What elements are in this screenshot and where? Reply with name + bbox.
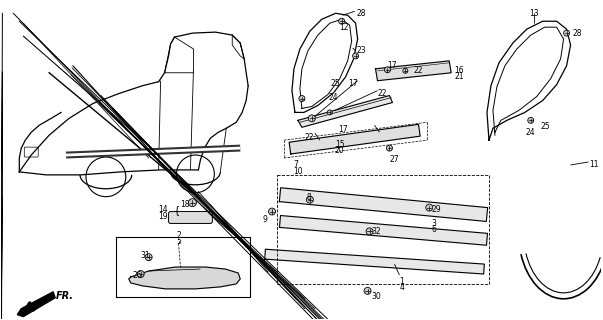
Circle shape	[339, 18, 345, 24]
Circle shape	[364, 287, 371, 294]
Circle shape	[387, 145, 393, 151]
Text: 13: 13	[529, 9, 538, 18]
Text: 26: 26	[133, 271, 142, 280]
Text: 2: 2	[176, 231, 181, 240]
Circle shape	[366, 228, 373, 235]
Polygon shape	[289, 124, 420, 154]
Text: 30: 30	[371, 292, 381, 301]
Circle shape	[268, 208, 276, 215]
Text: 1: 1	[399, 277, 404, 286]
Text: 22: 22	[377, 89, 387, 98]
Circle shape	[403, 68, 408, 73]
Text: 3: 3	[431, 220, 436, 228]
FancyBboxPatch shape	[24, 147, 38, 157]
Text: 15: 15	[335, 140, 344, 149]
Polygon shape	[279, 188, 488, 221]
Text: 18: 18	[180, 200, 190, 209]
Text: 23: 23	[356, 46, 366, 55]
Circle shape	[327, 110, 332, 115]
Text: $\mathregular{\{}$: $\mathregular{\{}$	[172, 204, 180, 219]
Text: 27: 27	[390, 155, 399, 164]
Text: 21: 21	[454, 72, 464, 81]
Polygon shape	[129, 267, 240, 289]
Text: 9: 9	[262, 214, 267, 224]
Text: 24: 24	[328, 92, 338, 101]
Text: 16: 16	[454, 66, 464, 75]
Text: 32: 32	[371, 228, 381, 236]
Text: 4: 4	[399, 283, 404, 292]
Text: 29: 29	[431, 204, 441, 214]
Text: 31: 31	[140, 251, 150, 260]
Text: 22: 22	[413, 66, 423, 75]
Polygon shape	[280, 216, 487, 245]
Text: 6: 6	[431, 225, 436, 235]
Text: 7: 7	[293, 160, 298, 169]
Polygon shape	[376, 61, 451, 81]
Text: 25: 25	[330, 79, 339, 88]
Text: 10: 10	[293, 167, 303, 176]
FancyBboxPatch shape	[169, 212, 212, 223]
Text: 17: 17	[388, 61, 397, 70]
Text: 14: 14	[158, 204, 168, 214]
Circle shape	[528, 117, 534, 123]
Text: 25: 25	[541, 122, 551, 131]
Text: 12: 12	[339, 23, 349, 32]
Polygon shape	[17, 292, 55, 316]
Text: 17: 17	[348, 79, 358, 88]
Circle shape	[137, 270, 144, 277]
Circle shape	[564, 30, 570, 36]
Text: 20: 20	[335, 146, 344, 155]
Text: FR.: FR.	[56, 291, 74, 301]
Polygon shape	[265, 249, 484, 274]
Circle shape	[385, 67, 391, 73]
Circle shape	[426, 204, 433, 211]
Text: 11: 11	[590, 160, 599, 169]
Text: 19: 19	[158, 212, 168, 220]
Circle shape	[306, 196, 314, 203]
Circle shape	[145, 254, 152, 260]
Text: 28: 28	[573, 29, 582, 38]
Circle shape	[189, 199, 197, 207]
Circle shape	[308, 115, 315, 122]
Text: 5: 5	[176, 237, 181, 246]
Circle shape	[299, 96, 305, 101]
Circle shape	[353, 53, 359, 59]
Text: 28: 28	[356, 9, 366, 18]
Text: 24: 24	[526, 128, 535, 137]
Polygon shape	[298, 96, 393, 127]
Text: 22: 22	[305, 133, 314, 142]
Text: 8: 8	[307, 193, 312, 202]
Text: 17: 17	[338, 125, 347, 134]
